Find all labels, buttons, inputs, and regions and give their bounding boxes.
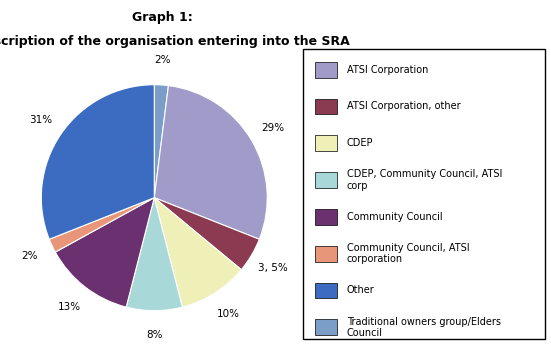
Wedge shape [154,198,241,307]
Text: 13%: 13% [58,301,82,312]
Wedge shape [49,198,154,252]
Text: ATSI Corporation, other: ATSI Corporation, other [347,101,460,112]
Text: 8%: 8% [146,330,163,341]
Bar [315,135,337,151]
Text: 10%: 10% [217,309,240,319]
Bar [315,172,337,188]
Bar [315,62,337,78]
Text: 2%: 2% [155,55,171,65]
Wedge shape [154,85,169,198]
Wedge shape [55,198,154,307]
Text: Traditional owners group/Elders
Council: Traditional owners group/Elders Council [347,317,501,338]
Bar [315,209,337,225]
Text: Graph 1:: Graph 1: [132,11,193,24]
Bar [315,98,337,114]
Text: 3, 5%: 3, 5% [258,263,288,273]
Wedge shape [154,86,267,239]
Text: Community Council, ATSI
corporation: Community Council, ATSI corporation [347,243,469,264]
Bar [315,319,337,335]
Bar [315,246,337,262]
FancyBboxPatch shape [303,49,545,339]
Wedge shape [41,85,154,239]
Text: 29%: 29% [261,122,284,132]
Text: 31%: 31% [29,115,52,125]
Bar [315,282,337,298]
Wedge shape [126,198,182,311]
Text: Description of the organisation entering into the SRA: Description of the organisation entering… [0,35,350,48]
Text: CDEP: CDEP [347,138,373,148]
Text: ATSI Corporation: ATSI Corporation [347,65,428,75]
Wedge shape [154,198,260,270]
Text: Other: Other [347,286,375,295]
Text: 2%: 2% [21,251,38,261]
Text: CDEP, Community Council, ATSI
corp: CDEP, Community Council, ATSI corp [347,169,502,191]
Text: Community Council: Community Council [347,212,442,222]
